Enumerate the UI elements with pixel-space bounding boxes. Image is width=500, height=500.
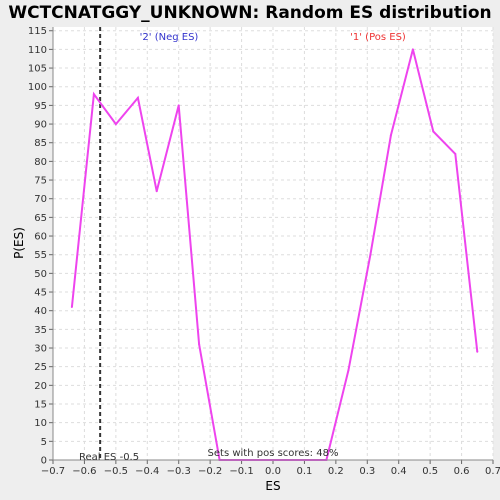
x-tick-label: 0.6 bbox=[454, 466, 470, 477]
y-tick-label: 15 bbox=[34, 400, 47, 411]
x-tick-label: −0.4 bbox=[135, 466, 159, 477]
y-tick-label: 55 bbox=[34, 250, 47, 261]
y-tick-label: 0 bbox=[41, 456, 47, 467]
x-tick-label: 0.2 bbox=[328, 466, 344, 477]
x-axis-label: ES bbox=[265, 479, 280, 493]
y-tick-label: 25 bbox=[34, 362, 47, 373]
y-tick-label: 90 bbox=[34, 120, 47, 131]
pos-scores-annotation: Sets with pos scores: 48% bbox=[208, 448, 339, 459]
x-tick-label: 0.5 bbox=[422, 466, 438, 477]
neg-es-label: '2' (Neg ES) bbox=[140, 32, 199, 43]
x-tick-label: −0.7 bbox=[41, 466, 65, 477]
data-point bbox=[389, 134, 392, 137]
x-tick-label: 0.4 bbox=[391, 466, 407, 477]
y-tick-label: 95 bbox=[34, 101, 47, 112]
y-tick-label: 20 bbox=[34, 381, 47, 392]
y-tick-label: 30 bbox=[34, 344, 47, 355]
y-axis-label: P(ES) bbox=[12, 227, 26, 259]
y-tick-label: 10 bbox=[34, 418, 47, 429]
x-tick-label: −0.2 bbox=[198, 466, 222, 477]
y-tick-label: 45 bbox=[34, 288, 47, 299]
data-point bbox=[454, 152, 457, 155]
x-tick-label: 0.3 bbox=[359, 466, 375, 477]
y-tick-label: 115 bbox=[28, 26, 47, 37]
y-tick-label: 40 bbox=[34, 306, 47, 317]
y-tick-label: 110 bbox=[28, 45, 47, 56]
x-tick-label: −0.3 bbox=[167, 466, 191, 477]
real-es-label: Real ES -0.5 bbox=[79, 452, 139, 463]
data-point bbox=[198, 343, 201, 346]
x-tick-label: −0.6 bbox=[72, 466, 96, 477]
y-tick-label: 60 bbox=[34, 232, 47, 243]
y-tick-label: 35 bbox=[34, 325, 47, 336]
x-axis-ticks: −0.7 −0.6 −0.5 −0.4 −0.3 −0.2 −0.1 0.0 0.1 0.2 0.3… bbox=[41, 460, 500, 477]
data-point bbox=[114, 123, 117, 126]
x-tick-label: 0.0 bbox=[265, 466, 281, 477]
pos-es-label: '1' (Pos ES) bbox=[350, 32, 406, 43]
data-point bbox=[92, 93, 95, 96]
x-tick-label: −0.5 bbox=[104, 466, 128, 477]
x-tick-label: −0.1 bbox=[229, 466, 253, 477]
y-tick-label: 75 bbox=[34, 176, 47, 187]
y-tick-label: 5 bbox=[41, 437, 47, 448]
y-tick-label: 65 bbox=[34, 213, 47, 224]
y-tick-label: 50 bbox=[34, 269, 47, 280]
data-point bbox=[70, 305, 73, 308]
x-tick-label: 0.7 bbox=[485, 466, 500, 477]
data-point bbox=[155, 190, 158, 193]
x-tick-label: 0.1 bbox=[296, 466, 312, 477]
chart-title: WCTCNATGGY_UNKNOWN: Random ES distributi… bbox=[8, 3, 491, 23]
data-point bbox=[136, 96, 139, 99]
y-tick-label: 100 bbox=[28, 82, 47, 93]
y-tick-label: 70 bbox=[34, 194, 47, 205]
y-tick-label: 105 bbox=[28, 64, 47, 75]
data-point bbox=[347, 369, 350, 372]
grid bbox=[52, 27, 494, 461]
data-point bbox=[369, 253, 372, 256]
data-point bbox=[432, 130, 435, 133]
data-point bbox=[177, 104, 180, 107]
y-tick-label: 80 bbox=[34, 157, 47, 168]
y-tick-label: 85 bbox=[34, 138, 47, 149]
data-point bbox=[476, 350, 479, 353]
data-point bbox=[411, 48, 414, 51]
y-axis-ticks: 0 5 10 15 20 25 30 35 40 45 50 55 60 65 70 75 80 85 90 95 10… bbox=[28, 26, 53, 467]
